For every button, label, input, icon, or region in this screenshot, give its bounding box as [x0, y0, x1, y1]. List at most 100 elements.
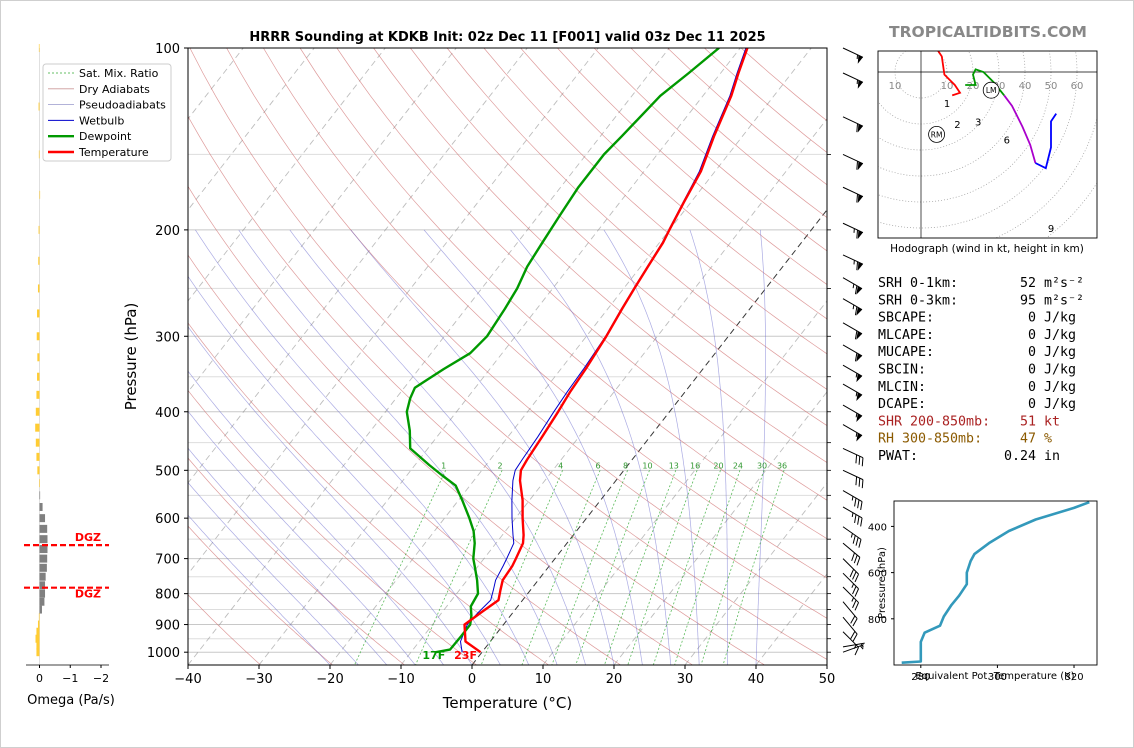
barb-full [857, 516, 860, 525]
pseudoadiabat [350, 229, 615, 665]
dry-adiabat [188, 185, 693, 665]
isotherm-line [188, 48, 457, 393]
omega-bar [37, 466, 40, 475]
index-label: MLCIN: [878, 380, 926, 395]
wind-barb [842, 601, 858, 627]
index-label: PWAT: [878, 449, 918, 464]
barb-full [855, 537, 859, 546]
wind-barb [842, 542, 861, 566]
mixing-ratio-label: 20 [713, 461, 723, 470]
omega-bar [39, 479, 40, 488]
x-tick-label: 50 [819, 672, 836, 687]
barb-full [852, 633, 858, 642]
omega-bar [38, 150, 40, 159]
omega-bar [39, 597, 45, 606]
index-unit: % [1044, 432, 1052, 447]
omega-bar [39, 581, 46, 590]
theta-area [901, 501, 1090, 664]
isotherm-line [188, 48, 528, 484]
barb-pennant [856, 307, 863, 316]
legend-box [42, 63, 172, 162]
wind-barb [842, 72, 864, 89]
omega-bar [39, 491, 41, 500]
legend-entry: Dewpoint [79, 130, 132, 143]
omega-bar [39, 535, 48, 544]
hodograph-area: 10 10 20 30 40 50 60 12 3 6 9 RM LM [878, 51, 1097, 238]
hodograph-ring-label: 10 [889, 81, 902, 92]
hodograph-frame [877, 50, 1098, 239]
dry-adiabat [373, 48, 827, 463]
barb-staff [842, 424, 863, 436]
x-tick-label: −10 [387, 672, 414, 687]
barb-full [854, 602, 860, 611]
x-tick-label: 40 [748, 672, 765, 687]
y-tick-label: 1000 [147, 646, 180, 661]
barb-half [852, 304, 855, 310]
theta-y-tick-label: 600 [868, 569, 887, 580]
dry-adiabat [188, 594, 261, 665]
mixing-ratio-line [627, 470, 698, 665]
index-value: 51 [1020, 414, 1036, 429]
mixing-ratio-label: 36 [777, 461, 787, 470]
dry-adiabat [446, 48, 827, 390]
barb-staff [842, 322, 863, 335]
barb-half [851, 512, 854, 518]
theta-x-tick-label: 280 [911, 672, 930, 683]
omega-bar [39, 190, 41, 199]
index-unit: in [1044, 449, 1060, 464]
barb-staff [842, 447, 864, 459]
omega-bar [38, 225, 40, 234]
isotherm-line [613, 391, 827, 665]
y-tick-label: 800 [155, 588, 180, 603]
mixing-ratio-label: 30 [757, 461, 767, 470]
wind-barb [842, 572, 860, 597]
hodograph-ring-label: 40 [1019, 81, 1032, 92]
omega-bar [35, 634, 40, 643]
pseudoadiabat [188, 370, 444, 665]
omega-bar [39, 514, 46, 523]
omega-bar [38, 613, 40, 622]
pseudoadiabat [423, 229, 643, 665]
index-label: SHR 200-850mb: [878, 414, 990, 429]
barb-pennant [856, 331, 863, 340]
index-value: 0 [1028, 345, 1036, 360]
barb-half [851, 597, 855, 602]
dry-adiabat [188, 115, 765, 665]
pseudoadiabat [188, 447, 388, 665]
y-tick-label: 900 [155, 619, 180, 634]
omega-bar [36, 641, 40, 650]
mixing-ratio-line [354, 470, 447, 665]
barb-staff [842, 542, 861, 558]
surface-temperature-label: 23F [454, 649, 477, 662]
index-unit: m²s⁻² [1044, 276, 1084, 291]
omega-bar [38, 102, 40, 111]
barb-full [855, 454, 858, 464]
barb-staff [842, 364, 863, 377]
barb-staff [842, 222, 864, 233]
theta-x-tick-label: 320 [1064, 672, 1083, 683]
pseudoadiabat [188, 514, 331, 665]
barb-half [852, 283, 855, 289]
barb-full [851, 552, 855, 562]
wind-barb [842, 222, 864, 239]
barb-staff [842, 586, 859, 603]
dgz-label: DGZ [75, 531, 101, 544]
legend: Sat. Mix. Ratio Dry Adiabats Pseudoadiabat… [42, 63, 172, 162]
wind-barb [842, 383, 863, 402]
barb-staff [842, 644, 864, 653]
barb-full [854, 352, 858, 362]
isotherm-line [188, 48, 315, 211]
barb-full [850, 631, 856, 640]
index-value: 0 [1028, 311, 1036, 326]
omega-bar [38, 256, 40, 265]
barb-half [853, 644, 857, 649]
legend-entry: Sat. Mix. Ratio [79, 67, 159, 80]
mixing-ratio-label: 1 [441, 461, 446, 470]
omega-bar [39, 589, 46, 598]
barb-staff [842, 642, 865, 648]
hodograph-ring-label: 30 [993, 81, 1006, 92]
barb-half [860, 643, 864, 648]
mixing-ratio-label: 2 [498, 461, 503, 470]
